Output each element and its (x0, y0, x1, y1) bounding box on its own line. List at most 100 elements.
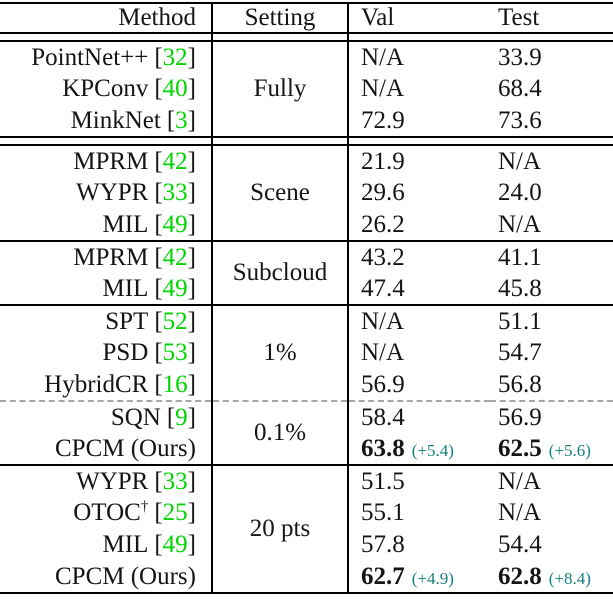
citation-link[interactable]: 16 (162, 370, 188, 398)
cite-bracket-open: [ (154, 210, 163, 238)
table-row: MIL [49] 26.2 N/A (0, 209, 613, 242)
citation-link[interactable]: 42 (162, 243, 188, 271)
citation-link[interactable]: 32 (162, 43, 188, 71)
table-row: MinkNet [3] 72.9 73.6 (0, 105, 613, 138)
val-cell: 58.4 (361, 403, 405, 431)
test-cell: 68.4 (498, 75, 542, 102)
cite-bracket-open: [ (154, 499, 163, 526)
citation-link[interactable]: 49 (162, 531, 188, 558)
cite-bracket-open: [ (154, 75, 163, 102)
citation-link[interactable]: 3 (175, 106, 188, 134)
test-cell: 41.1 (498, 243, 542, 271)
test-score: 62.5 (498, 434, 542, 462)
method-cell: MinkNet [3] (0, 105, 212, 138)
cite-bracket-open: [ (154, 307, 163, 335)
method-name: WYPR (76, 179, 149, 206)
cite-bracket-open: [ (154, 179, 163, 206)
val-cell: 56.9 (348, 369, 490, 402)
citation-link[interactable]: 42 (162, 147, 188, 175)
method-cell: MIL [49] (0, 273, 212, 306)
table-row: MIL [49] 57.8 54.4 (0, 529, 613, 561)
setting-cell: 1% (211, 305, 349, 402)
method-name: MIL (102, 274, 149, 302)
method-name: MPRM (73, 243, 149, 271)
method-cell: WYPR [33] (0, 177, 212, 209)
method-cell: OTOC† [25] (0, 497, 212, 529)
method-name: PSD (102, 339, 149, 366)
citation-link[interactable]: 40 (162, 75, 188, 102)
method-name: WYPR (76, 467, 149, 495)
cite-bracket-open: [ (154, 274, 163, 302)
method-name: HybridCR (44, 370, 149, 398)
double-rule-gap (0, 33, 613, 42)
method-name: CPCM (Ours) (55, 434, 196, 462)
method-name: SQN (110, 403, 161, 431)
setting-cell: Scene (211, 145, 349, 242)
citation-link[interactable]: 33 (162, 179, 188, 206)
val-cell: 29.6 (361, 179, 405, 206)
col-header-test: Test (490, 3, 613, 34)
setting-cell: Fully (211, 41, 349, 138)
cite-bracket-open: [ (154, 467, 163, 495)
cite-bracket-close: ] (187, 43, 196, 71)
test-delta: (+5.6) (548, 440, 591, 460)
cite-bracket-close: ] (187, 531, 196, 558)
cite-bracket-open: [ (154, 339, 163, 366)
table-row: SQN [9] 0.1% 58.4 56.9 (0, 401, 613, 466)
method-name: MIL (102, 531, 149, 558)
dagger-superscript: † (140, 498, 149, 515)
table-row: KPConv [40] N/A 68.4 (0, 73, 613, 105)
cite-bracket-close: ] (187, 274, 196, 302)
val-cell: 57.8 (361, 531, 405, 558)
test-cell: 54.4 (498, 531, 542, 558)
results-table: Method Setting Val Test PointNet++ [32] F… (0, 2, 613, 594)
cite-bracket-open: [ (166, 106, 176, 134)
test-cell: N/A (490, 209, 613, 242)
method-name: MIL (102, 210, 149, 238)
citation-link[interactable]: 49 (162, 274, 188, 302)
citation-link[interactable]: 49 (162, 210, 188, 238)
double-rule-gap (0, 137, 613, 146)
citation-link[interactable]: 25 (162, 499, 188, 526)
table-row: PointNet++ [32] Fully N/A 33.9 (0, 41, 613, 138)
val-cell: N/A (361, 339, 405, 366)
cite-bracket-close: ] (187, 467, 196, 495)
method-name: PointNet++ (31, 43, 149, 71)
val-cell: 72.9 (348, 105, 490, 138)
test-cell: 62.8 (+8.4) (490, 561, 613, 594)
cite-bracket-close: ] (187, 370, 196, 398)
val-score: 62.7 (361, 562, 405, 590)
table-row: WYPR [33] 20 pts 51.5 N/A (0, 465, 613, 594)
val-cell: 62.7 (+4.9) (348, 561, 490, 594)
test-cell: 24.0 (498, 179, 542, 206)
test-cell: 45.8 (490, 273, 613, 306)
cite-bracket-open: [ (154, 147, 163, 175)
cite-bracket-open: [ (166, 403, 176, 431)
val-delta: (+4.9) (411, 568, 454, 588)
val-cell: 21.9 (361, 147, 405, 175)
citation-link[interactable]: 9 (175, 403, 188, 431)
val-cell: 55.1 (361, 499, 405, 526)
citation-link[interactable]: 33 (162, 467, 188, 495)
table-row: PSD [53] N/A 54.7 (0, 337, 613, 369)
cite-bracket-close: ] (187, 210, 196, 238)
citation-link[interactable]: 52 (162, 307, 188, 335)
method-name: CPCM (Ours) (55, 562, 196, 590)
method-cell: CPCM (Ours) (0, 561, 212, 594)
table-row: SPT [52] 1% N/A 51.1 (0, 305, 613, 402)
col-header-method: Method (0, 3, 212, 34)
test-cell: N/A (498, 147, 542, 175)
test-cell: N/A (498, 499, 542, 526)
table-row-ours: CPCM (Ours) 63.8 (+5.4) 62.5 (+5.6) (0, 433, 613, 466)
setting-cell: 0.1% (211, 401, 349, 466)
method-cell: PointNet++ [32] (0, 41, 212, 73)
table-row: MPRM [42] Subcloud 43.2 41.1 (0, 241, 613, 306)
table-row: OTOC† [25] 55.1 N/A (0, 497, 613, 529)
citation-link[interactable]: 53 (162, 339, 188, 366)
test-cell: 33.9 (498, 43, 542, 71)
cite-bracket-open: [ (154, 370, 163, 398)
val-score: 63.8 (361, 434, 405, 462)
header-row: Method Setting Val Test (0, 3, 613, 34)
test-cell: 56.9 (498, 403, 542, 431)
